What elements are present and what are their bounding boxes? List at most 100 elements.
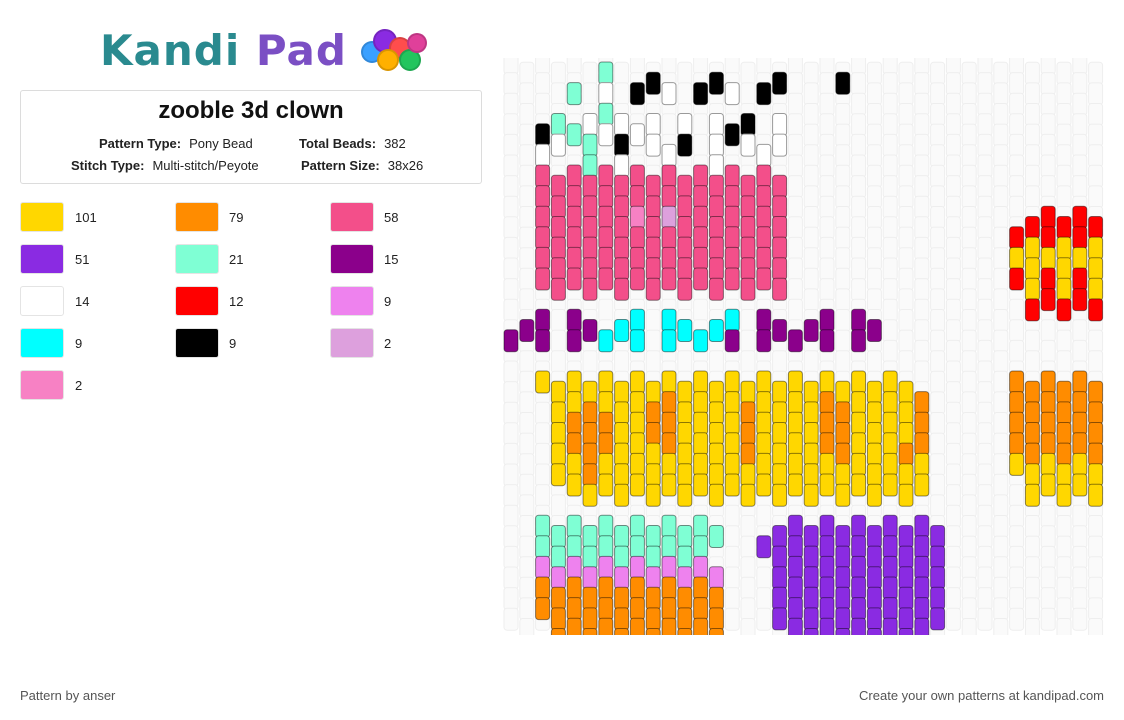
bead[interactable] [1072, 226, 1088, 250]
bead[interactable] [614, 257, 630, 281]
bead[interactable] [614, 483, 630, 507]
bead[interactable] [772, 216, 788, 239]
bead[interactable] [787, 329, 803, 353]
bead[interactable] [708, 442, 724, 466]
bead[interactable] [708, 257, 724, 281]
bead[interactable] [598, 329, 614, 353]
bead[interactable] [535, 329, 551, 353]
bead[interactable] [1040, 411, 1056, 435]
bead[interactable] [645, 545, 661, 569]
bead[interactable] [598, 246, 614, 270]
bead[interactable] [598, 185, 614, 209]
bead[interactable] [708, 174, 724, 198]
bead[interactable] [582, 628, 598, 636]
bead[interactable] [914, 432, 930, 456]
bead[interactable] [914, 617, 930, 635]
bead[interactable] [787, 597, 803, 621]
bead[interactable] [550, 422, 566, 445]
bead[interactable] [1024, 422, 1040, 445]
bead[interactable] [661, 308, 677, 332]
bead[interactable] [708, 401, 724, 425]
bead[interactable] [772, 566, 788, 590]
bead[interactable] [835, 483, 851, 507]
bead[interactable] [645, 277, 661, 301]
bead[interactable] [614, 236, 630, 260]
bead[interactable] [614, 525, 630, 548]
bead[interactable] [819, 308, 835, 332]
bead[interactable] [693, 329, 709, 353]
bead[interactable] [882, 432, 898, 456]
bead[interactable] [1088, 463, 1104, 487]
bead[interactable] [708, 154, 724, 178]
bead[interactable] [629, 267, 645, 291]
bead[interactable] [914, 411, 930, 435]
bead[interactable] [819, 432, 835, 456]
bead[interactable] [740, 216, 756, 239]
bead[interactable] [1009, 391, 1025, 415]
bead[interactable] [661, 246, 677, 270]
bead[interactable] [614, 154, 630, 178]
bead[interactable] [598, 391, 614, 415]
bead[interactable] [835, 380, 851, 404]
bead[interactable] [582, 174, 598, 198]
bead[interactable] [866, 401, 882, 425]
bead[interactable] [614, 442, 630, 466]
bead-pattern-grid[interactable] [503, 58, 1104, 635]
bead[interactable] [898, 401, 914, 425]
bead[interactable] [677, 607, 693, 631]
bead[interactable] [724, 123, 740, 147]
bead[interactable] [756, 411, 772, 435]
bead[interactable] [787, 370, 803, 394]
bead[interactable] [866, 422, 882, 445]
bead[interactable] [914, 576, 930, 600]
bead[interactable] [566, 267, 582, 291]
bead[interactable] [1056, 422, 1072, 445]
bead[interactable] [1056, 298, 1072, 322]
bead[interactable] [772, 133, 788, 157]
bead[interactable] [1072, 370, 1088, 394]
bead[interactable] [1024, 277, 1040, 301]
bead[interactable] [629, 535, 645, 559]
bead[interactable] [819, 370, 835, 394]
bead[interactable] [645, 380, 661, 404]
bead[interactable] [614, 607, 630, 631]
bead[interactable] [550, 174, 566, 198]
bead[interactable] [835, 401, 851, 425]
bead[interactable] [645, 133, 661, 157]
bead[interactable] [756, 452, 772, 476]
bead[interactable] [582, 525, 598, 548]
bead[interactable] [677, 442, 693, 466]
bead[interactable] [629, 473, 645, 497]
bead[interactable] [693, 617, 709, 635]
bead[interactable] [550, 216, 566, 239]
bead[interactable] [756, 164, 772, 188]
bead[interactable] [629, 164, 645, 188]
bead[interactable] [614, 195, 630, 219]
bead[interactable] [535, 164, 551, 188]
bead[interactable] [787, 514, 803, 538]
bead[interactable] [866, 483, 882, 507]
bead[interactable] [756, 226, 772, 250]
bead[interactable] [693, 514, 709, 538]
bead[interactable] [614, 401, 630, 425]
bead[interactable] [566, 452, 582, 476]
bead[interactable] [787, 391, 803, 415]
bead[interactable] [550, 463, 566, 487]
bead[interactable] [598, 123, 614, 147]
bead[interactable] [724, 370, 740, 394]
bead[interactable] [851, 514, 867, 538]
bead[interactable] [535, 597, 551, 621]
bead[interactable] [614, 566, 630, 590]
bead[interactable] [898, 525, 914, 548]
bead[interactable] [740, 113, 756, 136]
bead[interactable] [1024, 463, 1040, 487]
bead[interactable] [614, 319, 630, 342]
bead[interactable] [740, 483, 756, 507]
bead[interactable] [598, 617, 614, 635]
bead[interactable] [930, 607, 946, 631]
bead[interactable] [756, 432, 772, 456]
bead[interactable] [550, 133, 566, 157]
bead[interactable] [1024, 401, 1040, 425]
bead[interactable] [661, 82, 677, 106]
bead[interactable] [645, 442, 661, 466]
